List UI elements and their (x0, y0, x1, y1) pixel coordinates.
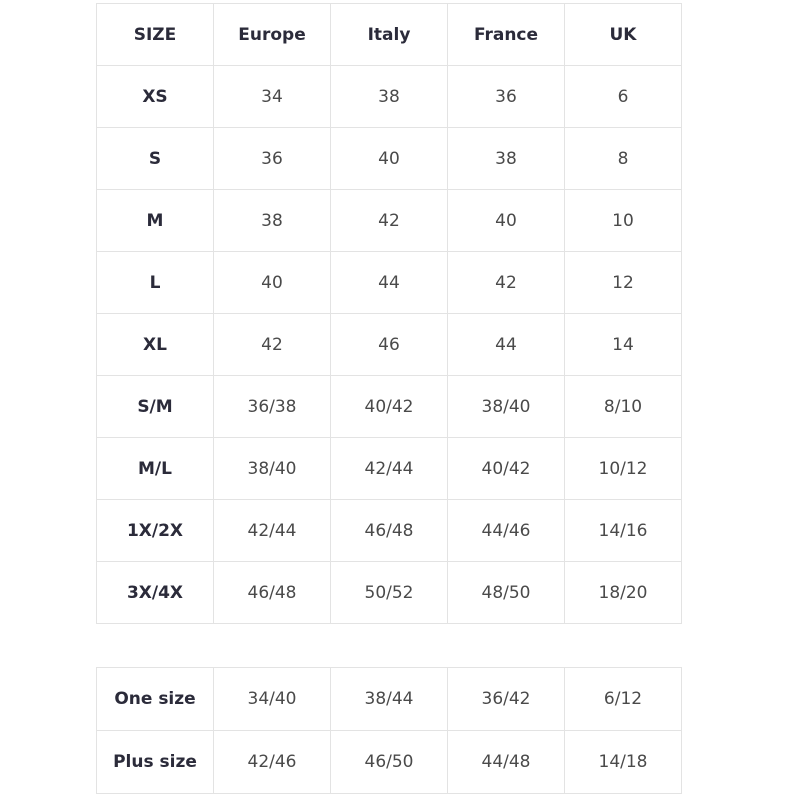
header-row: SIZE Europe Italy France UK (96, 3, 682, 66)
size-label-cell: M/L (96, 437, 214, 500)
table-row: L 40 44 42 12 (96, 251, 682, 314)
size-value-cell: 46/48 (330, 499, 448, 562)
size-value-cell: 42/44 (213, 499, 331, 562)
size-value-cell: 38/40 (447, 375, 565, 438)
size-label-cell: S/M (96, 375, 214, 438)
size-label-cell: 1X/2X (96, 499, 214, 562)
table-row: M 38 42 40 10 (96, 189, 682, 252)
size-value-cell: 14 (564, 313, 682, 376)
size-value-cell: 6 (564, 65, 682, 128)
size-value-cell: 42/46 (213, 730, 331, 794)
table-row: M/L 38/40 42/44 40/42 10/12 (96, 437, 682, 500)
table-row: 1X/2X 42/44 46/48 44/46 14/16 (96, 499, 682, 562)
column-header: France (447, 3, 565, 66)
size-value-cell: 40/42 (330, 375, 448, 438)
size-value-cell: 38 (447, 127, 565, 190)
size-value-cell: 6/12 (564, 667, 682, 731)
size-value-cell: 34/40 (213, 667, 331, 731)
size-label-cell: XS (96, 65, 214, 128)
column-header: Europe (213, 3, 331, 66)
size-value-cell: 42/44 (330, 437, 448, 500)
size-value-cell: 36/42 (447, 667, 565, 731)
size-value-cell: 46 (330, 313, 448, 376)
size-value-cell: 34 (213, 65, 331, 128)
size-value-cell: 40 (330, 127, 448, 190)
size-label-cell: M (96, 189, 214, 252)
size-value-cell: 40 (213, 251, 331, 314)
size-label-cell: L (96, 251, 214, 314)
size-value-cell: 38/40 (213, 437, 331, 500)
size-value-cell: 46/48 (213, 561, 331, 624)
size-value-cell: 42 (213, 313, 331, 376)
size-value-cell: 40/42 (447, 437, 565, 500)
column-header: Italy (330, 3, 448, 66)
size-value-cell: 36 (213, 127, 331, 190)
table-row: XS 34 38 36 6 (96, 65, 682, 128)
table-row: S 36 40 38 8 (96, 127, 682, 190)
size-value-cell: 42 (447, 251, 565, 314)
size-value-cell: 50/52 (330, 561, 448, 624)
size-label-cell: 3X/4X (96, 561, 214, 624)
table-row: 3X/4X 46/48 50/52 48/50 18/20 (96, 561, 682, 624)
size-label-cell: XL (96, 313, 214, 376)
size-value-cell: 42 (330, 189, 448, 252)
size-label-cell: S (96, 127, 214, 190)
size-value-cell: 44 (330, 251, 448, 314)
size-value-cell: 14/16 (564, 499, 682, 562)
size-value-cell: 12 (564, 251, 682, 314)
one-plus-size-table: One size 34/40 38/44 36/42 6/12 Plus size 42/4… (96, 667, 682, 794)
table-row: S/M 36/38 40/42 38/40 8/10 (96, 375, 682, 438)
size-value-cell: 46/50 (330, 730, 448, 794)
column-header: SIZE (96, 3, 214, 66)
size-value-cell: 18/20 (564, 561, 682, 624)
size-value-cell: 10/12 (564, 437, 682, 500)
size-value-cell: 38 (213, 189, 331, 252)
size-value-cell: 40 (447, 189, 565, 252)
size-label-cell: Plus size (96, 730, 214, 794)
size-value-cell: 36/38 (213, 375, 331, 438)
table-row: XL 42 46 44 14 (96, 313, 682, 376)
size-value-cell: 10 (564, 189, 682, 252)
size-conversion-table: SIZE Europe Italy France UK XS 34 38 36 6 S 36 40 38 8… (96, 3, 682, 624)
size-value-cell: 38/44 (330, 667, 448, 731)
size-value-cell: 8 (564, 127, 682, 190)
size-value-cell: 44/48 (447, 730, 565, 794)
size-value-cell: 44/46 (447, 499, 565, 562)
size-label-cell: One size (96, 667, 214, 731)
size-value-cell: 36 (447, 65, 565, 128)
column-header: UK (564, 3, 682, 66)
size-value-cell: 8/10 (564, 375, 682, 438)
size-value-cell: 38 (330, 65, 448, 128)
size-value-cell: 14/18 (564, 730, 682, 794)
table-row: Plus size 42/46 46/50 44/48 14/18 (96, 730, 682, 794)
table-row: One size 34/40 38/44 36/42 6/12 (96, 667, 682, 731)
size-value-cell: 48/50 (447, 561, 565, 624)
size-value-cell: 44 (447, 313, 565, 376)
